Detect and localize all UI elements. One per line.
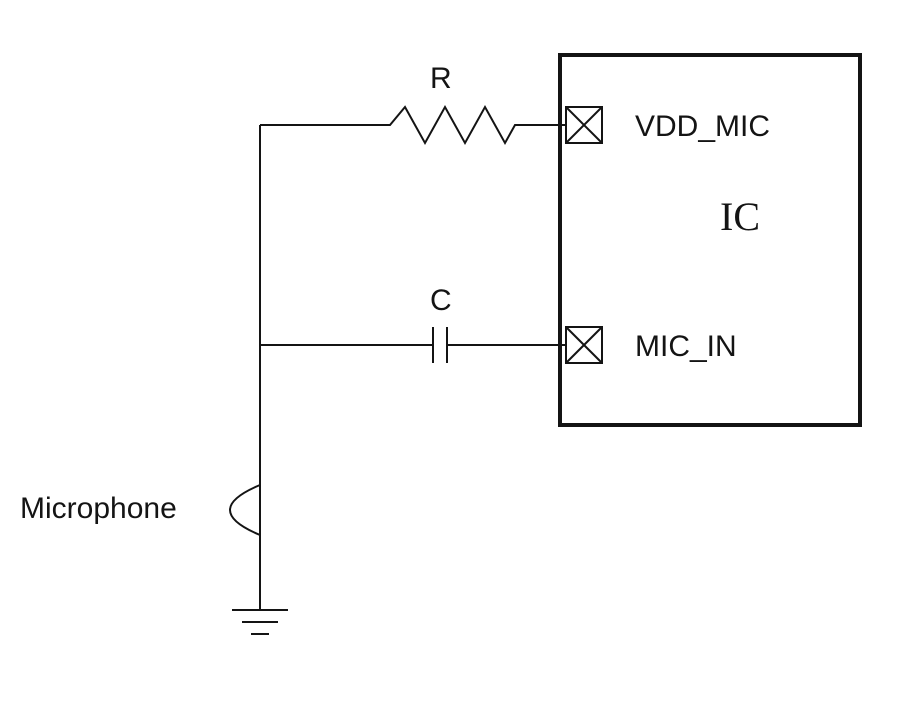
- ic-pad-mic_in: MIC_IN: [566, 327, 737, 363]
- pin-label-vdd_mic: VDD_MIC: [635, 110, 770, 143]
- resistor: R: [380, 62, 520, 143]
- capacitor-label: C: [430, 284, 452, 317]
- ic-block: IC VDD_MIC MIC_IN: [560, 55, 860, 425]
- ic-label: IC: [720, 194, 760, 239]
- pin-label-mic_in: MIC_IN: [635, 330, 737, 363]
- ground-symbol: [232, 610, 288, 634]
- wiring: [260, 125, 566, 610]
- capacitor: C: [430, 284, 452, 363]
- resistor-label: R: [430, 62, 452, 95]
- microphone-label: Microphone: [20, 492, 177, 525]
- microphone: Microphone: [20, 485, 260, 535]
- ic-pad-vdd_mic: VDD_MIC: [566, 107, 770, 143]
